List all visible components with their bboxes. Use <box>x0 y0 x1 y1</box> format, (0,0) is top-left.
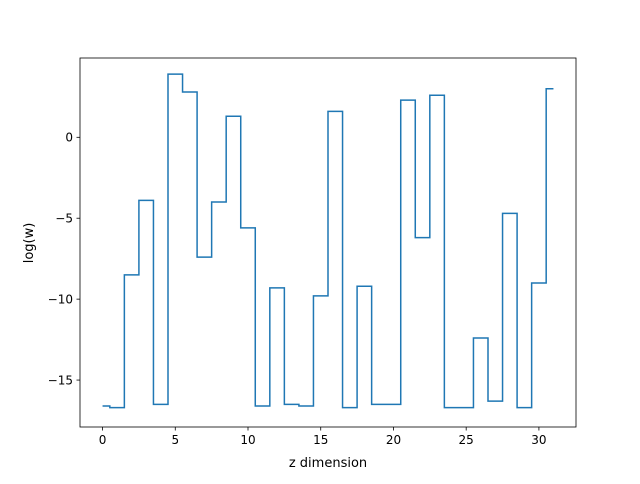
x-axis: 0 5 10 15 20 25 30 <box>99 427 547 447</box>
series-line-0 <box>102 73 554 409</box>
y-axis: −15 −10 −5 0 <box>48 131 80 387</box>
x-tick-label: 25 <box>459 433 474 447</box>
y-tick-label: 0 <box>65 131 73 145</box>
axes-frame <box>79 57 577 428</box>
x-tick-label: 20 <box>386 433 401 447</box>
y-tick-label: −15 <box>48 373 73 387</box>
y-tick-label: −5 <box>55 212 73 226</box>
x-tick-label: 10 <box>240 433 255 447</box>
y-tick-label: −10 <box>48 292 73 306</box>
x-axis-label: z dimension <box>289 456 367 471</box>
plot-area <box>79 57 577 428</box>
x-tick-label: 5 <box>171 433 179 447</box>
x-tick-label: 15 <box>313 433 328 447</box>
y-axis-label: log(w) <box>22 223 37 264</box>
x-tick-label: 0 <box>99 433 107 447</box>
x-tick-label: 30 <box>531 433 546 447</box>
